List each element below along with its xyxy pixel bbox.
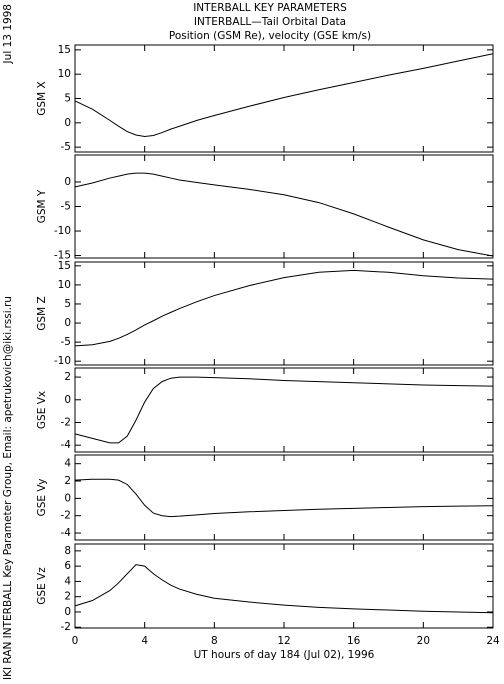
y-tick-label: 8	[64, 545, 71, 557]
y-tick-label: 5	[64, 298, 71, 310]
plot-frame	[74, 454, 494, 541]
data-line	[74, 376, 494, 444]
y-tick-label: 15	[58, 260, 71, 272]
data-line	[74, 172, 494, 257]
y-axis-label: GSE Vx	[36, 391, 48, 429]
y-tick-label: -2	[61, 510, 71, 522]
data-line	[74, 269, 494, 347]
y-tick-label: 6	[64, 560, 71, 572]
plot-frame	[74, 154, 494, 259]
y-tick-label: -15	[54, 250, 71, 262]
y-axis-label: GSM Y	[36, 189, 48, 223]
data-line	[74, 564, 494, 614]
x-tick-label: 4	[141, 635, 148, 647]
y-tick-label: 15	[58, 44, 71, 56]
x-tick-label: 12	[277, 635, 290, 647]
x-tick-label: 20	[417, 635, 430, 647]
title-line: INTERBALL KEY PARAMETERS	[193, 2, 347, 14]
y-axis-label: GSM Z	[36, 296, 48, 330]
y-tick-label: -4	[61, 439, 72, 451]
y-axis-label: GSE Vy	[36, 479, 48, 517]
plot-frame	[74, 543, 494, 629]
y-tick-label: 2	[64, 371, 71, 383]
y-tick-label: -2	[61, 416, 71, 428]
y-tick-label: -10	[54, 225, 71, 237]
data-line	[74, 478, 494, 518]
y-tick-label: -5	[61, 336, 71, 348]
x-axis-label: UT hours of day 184 (Jul 02), 1996	[194, 649, 375, 661]
data-line	[74, 53, 494, 137]
y-tick-label: -5	[61, 141, 71, 153]
y-tick-label: 0	[64, 394, 71, 406]
y-tick-label: 10	[58, 279, 71, 291]
y-tick-label: 10	[58, 68, 71, 80]
y-tick-label: -4	[61, 527, 72, 539]
y-tick-label: 2	[64, 475, 71, 487]
x-tick-label: 16	[347, 635, 361, 647]
y-tick-label: 4	[64, 575, 71, 587]
y-tick-label: -2	[61, 621, 71, 633]
y-axis-label: GSE Vz	[36, 567, 48, 605]
y-tick-label: 0	[64, 117, 71, 129]
credit: IKI RAN INTERBALL Key Parameter Group, E…	[2, 296, 14, 680]
y-tick-label: 0	[64, 606, 71, 618]
y-tick-label: 4	[64, 458, 71, 470]
y-tick-label: 0	[64, 317, 71, 329]
x-tick-label: 24	[486, 635, 500, 647]
date-label: Jul 13 1998	[2, 4, 14, 64]
y-tick-label: -10	[54, 355, 71, 367]
title-line: Position (GSM Re), velocity (GSE km/s)	[169, 30, 371, 42]
y-axis-label: GSM X	[36, 81, 48, 115]
plot-frame	[74, 44, 494, 153]
y-tick-label: -5	[61, 201, 71, 213]
x-tick-label: 8	[211, 635, 218, 647]
y-tick-label: 0	[64, 492, 71, 504]
y-tick-label: 2	[64, 591, 71, 603]
x-tick-label: 0	[72, 635, 79, 647]
y-tick-label: 0	[64, 176, 71, 188]
title-line: INTERBALL—Tail Orbital Data	[194, 16, 346, 28]
y-tick-label: 5	[64, 93, 71, 105]
